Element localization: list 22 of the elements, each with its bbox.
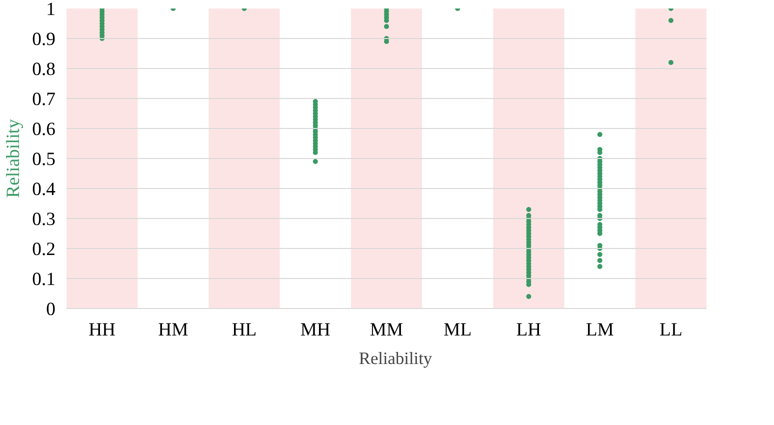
y-tick-label: 0.5 bbox=[32, 149, 56, 170]
y-tick-label: 0.8 bbox=[32, 59, 56, 80]
x-tick-label: LL bbox=[660, 320, 682, 340]
y-tick-label: 0.2 bbox=[32, 239, 56, 260]
y-tick-label: 0.9 bbox=[32, 29, 56, 50]
y-tick-label: 0.7 bbox=[32, 89, 56, 110]
x-tick-label: LH bbox=[516, 320, 542, 340]
x-tick-label: ML bbox=[444, 320, 472, 340]
y-tick-label: 0.4 bbox=[32, 179, 56, 200]
x-tick-label: HM bbox=[158, 320, 189, 340]
y-tick-label: 0.6 bbox=[32, 119, 56, 140]
y-axis-title: Reliability bbox=[3, 118, 24, 198]
x-tick-label: HL bbox=[232, 320, 257, 340]
x-tick-label: HH bbox=[88, 320, 116, 340]
y-tick-label: 0.1 bbox=[32, 269, 56, 290]
y-tick-label: 1 bbox=[46, 0, 56, 20]
x-tick-label: LM bbox=[586, 320, 614, 340]
y-tick-label: 0.3 bbox=[32, 209, 56, 230]
y-tick-label: 0 bbox=[46, 299, 56, 320]
x-tick-label: MH bbox=[300, 320, 330, 340]
x-tick-label: MM bbox=[370, 320, 404, 340]
text: Reliability bbox=[358, 349, 432, 369]
